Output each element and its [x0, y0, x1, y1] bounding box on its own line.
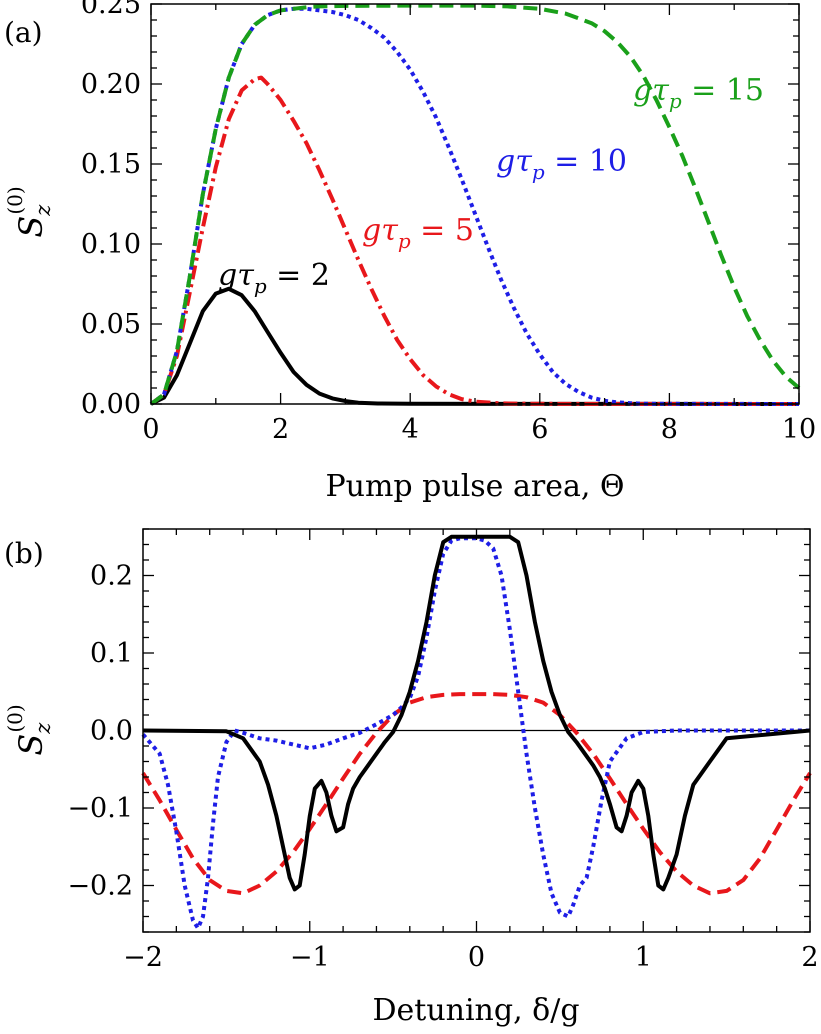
- panel-b-ylabel-main: S: [12, 734, 50, 756]
- panel-b-y-tick-label: 0.1: [90, 638, 133, 669]
- panel-b-x-tick-label: −2: [123, 942, 163, 973]
- panel-b-label: (b): [4, 537, 44, 570]
- panel-b-x-tick-label: 2: [801, 942, 818, 973]
- panel-a-y-ticks: 0.00 0.05 0.10 0.15 0.20 0.25: [81, 0, 799, 420]
- panel-a-annotation-3: gτp = 10: [496, 144, 627, 184]
- panel-b-y-tick-label: −0.2: [67, 871, 133, 902]
- panel-a-ylabel-main: S: [12, 216, 50, 238]
- panel-a-x-ticks: 0 2 4 6 8 10: [142, 4, 816, 445]
- panel-b-y-tick-label: −0.1: [67, 793, 133, 824]
- panel-a-series-line-4: [149, 3, 801, 406]
- panel-a-series-line-3: [149, 6, 800, 406]
- panel-a-annotation-2: gτp = 5: [362, 213, 474, 253]
- panel-a-annotation-4: gτp = 15: [633, 73, 764, 113]
- panel-a-series: [149, 3, 801, 406]
- svg-text:Sz(0): Sz (0): [3, 704, 55, 755]
- panel-a-y-tick-label: 0.15: [81, 149, 141, 180]
- panel-a-y-tick-label: 0.00: [81, 389, 141, 420]
- panel-a-y-tick-label: 0.05: [81, 309, 141, 340]
- panel-a-x-tick-label: 4: [402, 414, 419, 445]
- panel-a-x-tick-label: 6: [531, 414, 548, 445]
- panel-a-series-line-1: [150, 286, 800, 406]
- svg-text:Sz(0): Sz (0): [3, 186, 55, 237]
- panel-a-x-tick-label: 8: [661, 414, 678, 445]
- panel-a-ylabel-sup: (0): [3, 186, 27, 214]
- panel-b-series-line-1: [141, 692, 812, 896]
- panel-b-y-ticks: −0.2 −0.1 0.0 0.1 0.2: [67, 528, 810, 933]
- panel-b-series: [141, 534, 812, 931]
- panel-a-x-tick-label: 10: [782, 414, 816, 445]
- panel-b-x-tick-label: 1: [635, 942, 652, 973]
- panel-a-ylabel-sub: z: [31, 204, 55, 217]
- panel-a-series-line-2: [149, 75, 800, 406]
- panel-a-x-axis-label: Pump pulse area, Θ: [325, 469, 624, 504]
- panel-b-x-ticks: −2 −1 0 1 2: [123, 529, 819, 973]
- panel-a-label: (a): [4, 16, 43, 49]
- panel-b: (b) −2 −1 0 1 2 −0.2 −0.1 0.0 0.1 0.2 Detuning, …: [3, 528, 819, 1028]
- panel-b-y-axis-label: Sz (0): [3, 704, 55, 755]
- panel-b-ylabel-sup: (0): [3, 704, 27, 732]
- panel-b-y-tick-label: 0.0: [90, 716, 133, 747]
- panel-a-x-tick-label: 0: [142, 414, 159, 445]
- panel-b-x-tick-label: −1: [290, 942, 330, 973]
- panel-b-y-tick-label: 0.2: [90, 561, 133, 592]
- panel-a-annotation-1: gτp = 2: [218, 258, 330, 298]
- panel-b-x-axis-label: Detuning, δ/g: [372, 993, 579, 1028]
- panel-a-y-tick-label: 0.25: [81, 0, 141, 20]
- panel-b-series-line-3: [142, 534, 811, 892]
- panel-a-x-tick-label: 2: [272, 414, 289, 445]
- panel-b-ylabel-sub: z: [31, 722, 55, 735]
- panel-b-x-tick-label: 0: [468, 942, 485, 973]
- panel-a-y-tick-label: 0.20: [81, 69, 141, 100]
- panel-b-series-line-2: [141, 536, 810, 931]
- panel-a-y-axis-label: Sz (0): [3, 186, 55, 237]
- panel-a-y-tick-label: 0.10: [81, 229, 141, 260]
